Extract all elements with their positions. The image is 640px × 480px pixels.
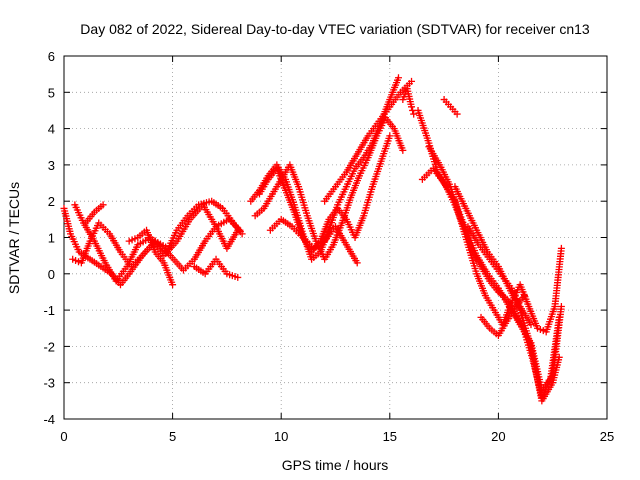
data-point-trace <box>409 106 417 114</box>
data-point <box>408 77 416 85</box>
data-point <box>238 230 246 238</box>
data-point <box>353 259 361 267</box>
data-point <box>557 302 565 310</box>
x-tick-label: 10 <box>274 429 288 444</box>
x-tick-label: 25 <box>600 429 614 444</box>
data-point <box>557 244 565 252</box>
data-point <box>394 74 402 82</box>
x-tick-label: 5 <box>169 429 176 444</box>
data-point <box>234 273 242 281</box>
y-tick-label: 5 <box>48 85 55 100</box>
data-point <box>555 353 563 361</box>
data-point <box>234 226 242 234</box>
data-point <box>410 110 418 118</box>
x-tick-label: 0 <box>60 429 67 444</box>
data-point <box>453 110 461 118</box>
x-tick-label: 15 <box>383 429 397 444</box>
y-tick-label: 6 <box>48 49 55 64</box>
data-point <box>399 146 407 154</box>
data-point <box>408 103 416 111</box>
y-tick-label: 2 <box>48 194 55 209</box>
data-point <box>169 281 177 289</box>
y-tick-label: -1 <box>43 303 55 318</box>
data-point <box>99 201 107 209</box>
chart-title: Day 082 of 2022, Sidereal Day-to-day VTE… <box>80 21 590 37</box>
y-tick-label: -4 <box>43 412 55 427</box>
y-tick-label: -3 <box>43 376 55 391</box>
y-tick-label: 4 <box>48 122 55 137</box>
y-tick-label: 1 <box>48 231 55 246</box>
data-point <box>386 132 394 140</box>
y-tick-label: 0 <box>48 267 55 282</box>
grid-lines <box>64 56 607 419</box>
data-points <box>60 74 565 405</box>
y-axis-label: SDTVAR / TECUs <box>6 182 22 294</box>
y-tick-label: 3 <box>48 158 55 173</box>
x-axis-label: GPS time / hours <box>282 457 389 473</box>
y-tick-label: -2 <box>43 339 55 354</box>
x-tick-label: 20 <box>491 429 505 444</box>
data-point <box>520 292 528 300</box>
data-point <box>527 321 535 329</box>
